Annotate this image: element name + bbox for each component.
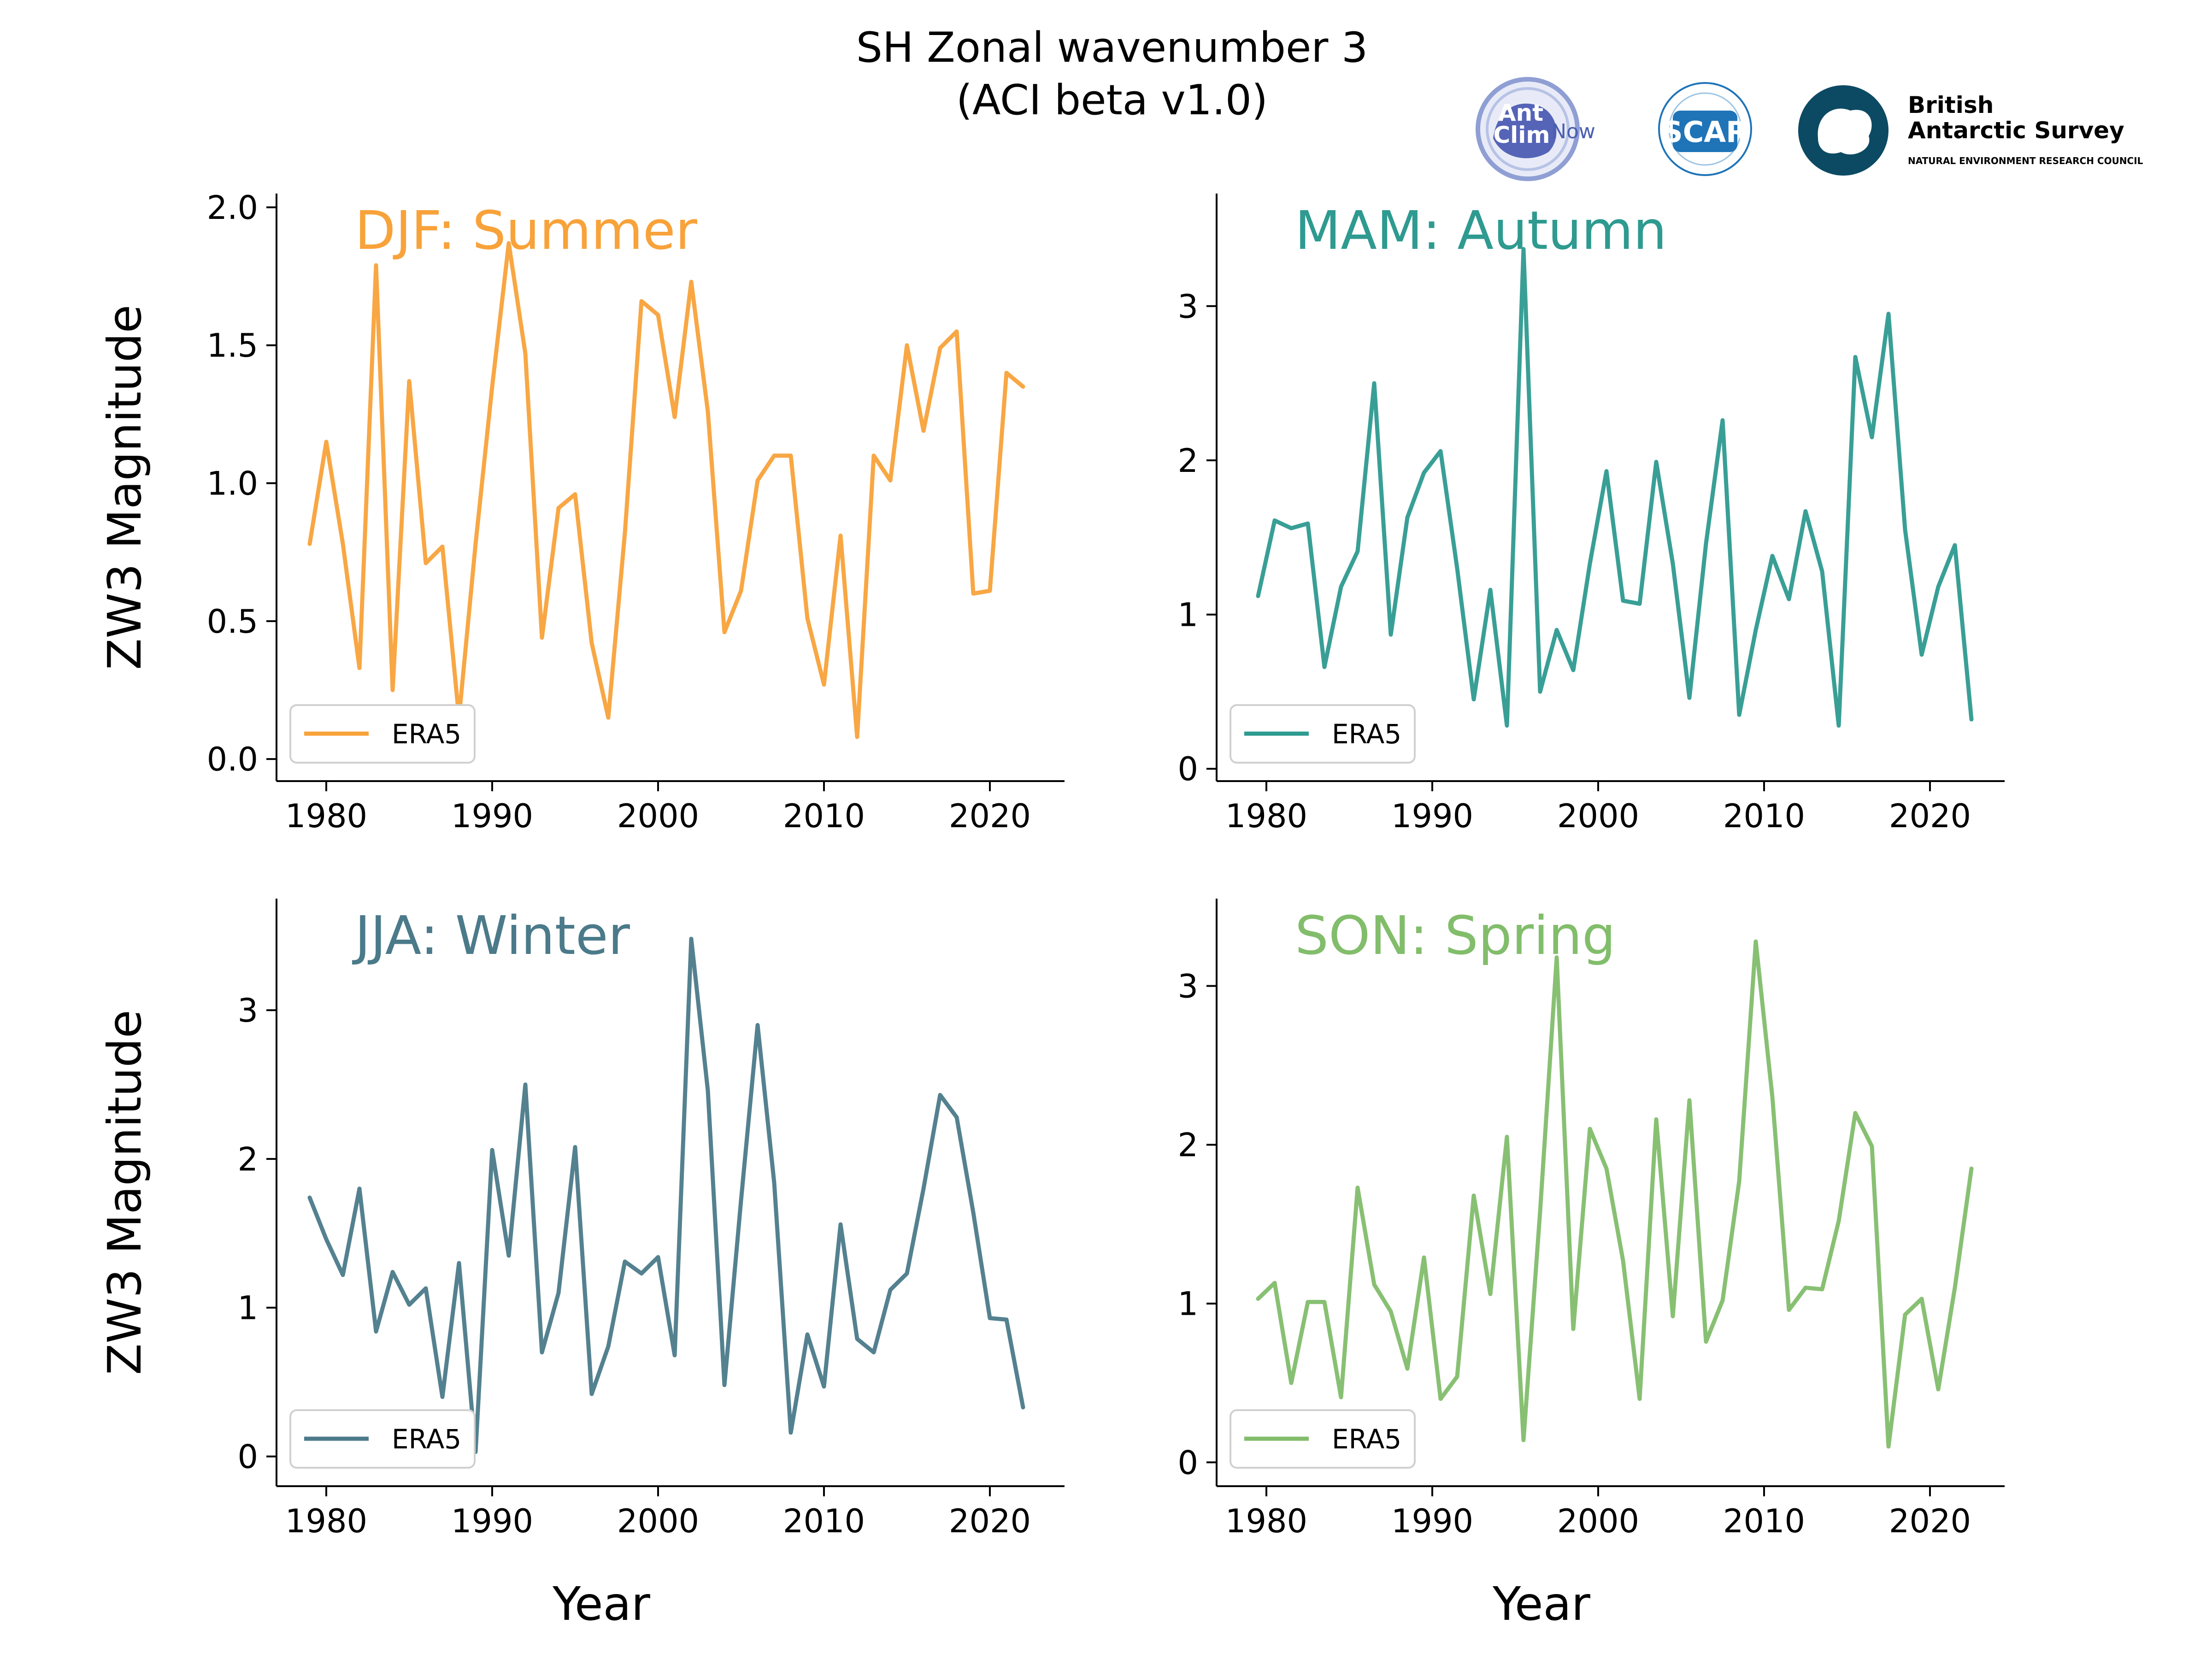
- y-tick-label-jja: 0: [237, 1438, 258, 1476]
- y-tick-label-djf: 0.5: [207, 603, 258, 641]
- legend-label-mam: ERA5: [1332, 718, 1401, 750]
- y-tick-label-jja: 2: [237, 1141, 258, 1178]
- y-tick-label-mam: 3: [1177, 288, 1198, 325]
- y-tick-label-jja: 1: [237, 1289, 258, 1327]
- panel-jja: 1980 1990 2000 2010 2020 0 1 2 3 ZW3 Magnitude Yea…: [98, 899, 1065, 1631]
- antclimnow-logo: Ant Clim Now: [1476, 77, 1595, 181]
- svg-text:Now: Now: [1551, 120, 1595, 143]
- figure-subtitle: (ACI beta v1.0): [956, 76, 1268, 124]
- svg-text:Clim: Clim: [1493, 122, 1550, 148]
- legend-jja: ERA5: [289, 1409, 476, 1469]
- y-tick-label-djf: 0.0: [207, 741, 258, 778]
- svg-text:NATURAL ENVIRONMENT RESEARCH C: NATURAL ENVIRONMENT RESEARCH COUNCIL: [1908, 155, 2143, 166]
- x-tick-label-mam: 1990: [1391, 797, 1473, 835]
- y-tick-label-mam: 1: [1177, 596, 1198, 634]
- x-tick-label-djf: 1980: [285, 797, 367, 835]
- panel-label-jja: JJA: Winter: [352, 905, 630, 967]
- x-tick-label-mam: 2010: [1723, 797, 1805, 835]
- y-tick-label-son: 0: [1177, 1444, 1198, 1482]
- series-line-son: [1256, 939, 1974, 1449]
- panel-mam: 1980 1990 2000 2010 2020 0 1 2 3 MAM: Autumn ERA5: [1177, 194, 2005, 835]
- x-tick-label-mam: 1980: [1225, 797, 1307, 835]
- panel-label-mam: MAM: Autumn: [1295, 200, 1667, 262]
- svg-text:Antarctic Survey: Antarctic Survey: [1908, 117, 2124, 144]
- x-tick-label-jja: 2020: [949, 1502, 1031, 1540]
- svg-text:SCAR: SCAR: [1662, 115, 1748, 149]
- svg-text:British: British: [1908, 92, 1994, 118]
- svg-text:Ant: Ant: [1498, 100, 1543, 126]
- series-line-jja: [307, 936, 1025, 1454]
- legend-djf: ERA5: [289, 704, 476, 764]
- x-tick-label-son: 2000: [1557, 1502, 1639, 1540]
- y-tick-label-mam: 2: [1177, 442, 1198, 480]
- figure-title: SH Zonal wavenumber 3: [856, 24, 1368, 72]
- x-axis-label-jja: Year: [552, 1577, 651, 1631]
- x-tick-label-mam: 2000: [1557, 797, 1639, 835]
- y-tick-label-djf: 2.0: [207, 189, 258, 227]
- y-tick-label-djf: 1.5: [207, 327, 258, 365]
- x-axis-label-son: Year: [1492, 1577, 1591, 1631]
- legend-box-son: [1230, 1409, 1416, 1469]
- y-axis-label-jja: ZW3 Magnitude: [98, 1010, 152, 1375]
- panel-label-son: SON: Spring: [1295, 905, 1616, 967]
- x-tick-label-son: 2020: [1889, 1502, 1971, 1540]
- x-tick-label-son: 2010: [1723, 1502, 1805, 1540]
- y-tick-label-son: 2: [1177, 1126, 1198, 1164]
- legend-son: ERA5: [1230, 1409, 1416, 1469]
- legend-box-jja: [289, 1409, 476, 1469]
- x-tick-label-son: 1990: [1391, 1502, 1473, 1540]
- legend-box-djf: [289, 704, 476, 764]
- panel-djf: 1980 1990 2000 2010 2020 0.0 0.5 1.0 1.5 2.0 ZW3 M…: [98, 189, 1065, 835]
- bas-logo: British Antarctic Survey NATURAL ENVIRON…: [1798, 85, 2143, 176]
- x-tick-label-jja: 2000: [617, 1502, 699, 1540]
- x-tick-label-son: 1980: [1225, 1502, 1307, 1540]
- x-tick-label-jja: 1990: [451, 1502, 533, 1540]
- x-tick-label-djf: 2020: [949, 797, 1031, 835]
- legend-box-mam: [1230, 704, 1416, 764]
- y-tick-label-djf: 1.0: [207, 465, 258, 503]
- series-line-djf: [307, 241, 1025, 739]
- x-tick-label-djf: 1990: [451, 797, 533, 835]
- x-tick-label-djf: 2010: [783, 797, 865, 835]
- legend-label-son: ERA5: [1332, 1424, 1401, 1455]
- x-tick-label-jja: 2010: [783, 1502, 865, 1540]
- x-tick-label-mam: 2020: [1889, 797, 1971, 835]
- x-tick-label-jja: 1980: [285, 1502, 367, 1540]
- series-line-mam: [1256, 247, 1974, 728]
- legend-label-jja: ERA5: [392, 1424, 461, 1455]
- legend-mam: ERA5: [1230, 704, 1416, 764]
- scar-logo: SCAR: [1658, 82, 1752, 176]
- y-tick-label-son: 1: [1177, 1285, 1198, 1323]
- y-axis-label-djf: ZW3 Magnitude: [98, 305, 152, 670]
- panel-label-djf: DJF: Summer: [355, 200, 698, 262]
- x-tick-label-djf: 2000: [617, 797, 699, 835]
- y-tick-label-son: 3: [1177, 968, 1198, 1006]
- y-tick-label-mam: 0: [1177, 750, 1198, 788]
- panel-son: 1980 1990 2000 2010 2020 0 1 2 3 Year SON: Spring E…: [1177, 899, 2005, 1631]
- legend-label-djf: ERA5: [392, 718, 461, 750]
- y-tick-label-jja: 3: [237, 992, 258, 1030]
